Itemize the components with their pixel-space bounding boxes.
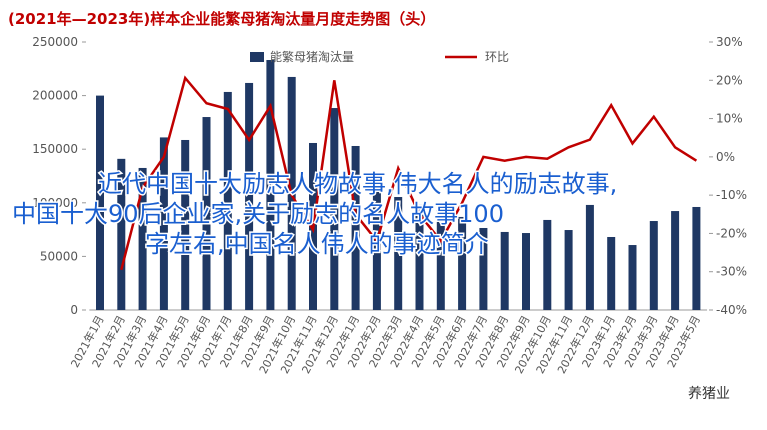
- bar: [628, 245, 637, 310]
- bar: [607, 236, 616, 310]
- bar: [245, 82, 254, 310]
- bar: [117, 158, 126, 310]
- bar: [96, 95, 104, 310]
- y-tick-label: 150000: [32, 142, 78, 156]
- bar: [202, 117, 211, 310]
- y2-tick-label: -30%: [716, 265, 747, 279]
- y2-tick-label: -10%: [716, 188, 747, 202]
- legend-swatch: [250, 52, 264, 62]
- watermark: 养猪业: [688, 386, 730, 402]
- overlay-text: 字左右,中国名人伟人的事迹简介: [145, 230, 489, 258]
- bar: [522, 233, 530, 310]
- bar: [159, 137, 168, 310]
- line-series: [120, 75, 698, 271]
- legend-label: 能繁母猪淘汰量: [270, 49, 354, 64]
- bar: [351, 145, 360, 310]
- legend-label: 环比: [485, 50, 509, 64]
- bar: [564, 230, 573, 310]
- y2-tick-label: 10%: [716, 112, 743, 126]
- bar: [458, 216, 467, 310]
- bar: [181, 139, 190, 310]
- bar: [500, 231, 509, 310]
- y-tick-label: 0: [70, 303, 78, 317]
- overlay-text: 近代中国十大励志人物故事,伟大名人的励志故事,: [98, 170, 617, 198]
- bar: [649, 221, 658, 310]
- bar: [436, 209, 445, 310]
- y-tick-label: 50000: [40, 249, 78, 263]
- y2-tick-label: 30%: [716, 35, 743, 49]
- bar: [479, 227, 488, 310]
- overlay-text: 中国十大90后企业家,关于励志的名人故事100: [12, 200, 504, 228]
- y-tick-label: 250000: [32, 35, 78, 49]
- bar: [372, 185, 381, 310]
- bar: [415, 204, 424, 310]
- y2-tick-label: 20%: [716, 73, 743, 87]
- bar: [543, 219, 552, 310]
- bar: [585, 204, 594, 310]
- y-tick-label: 200000: [32, 89, 78, 103]
- bar: [671, 211, 680, 310]
- bar: [223, 91, 232, 310]
- bar: [266, 60, 275, 311]
- y-tick-label: 100000: [32, 196, 78, 210]
- chart-title: (2021年—2023年)样本企业能繁母猪淘汰量月度走势图（头）: [8, 10, 435, 28]
- bar: [330, 108, 339, 310]
- bar: [394, 197, 403, 310]
- bar: [138, 167, 147, 310]
- y2-tick-label: -40%: [716, 303, 747, 317]
- y2-tick-label: -20%: [716, 226, 747, 240]
- bar: [692, 206, 701, 310]
- y2-tick-label: 0%: [716, 150, 735, 164]
